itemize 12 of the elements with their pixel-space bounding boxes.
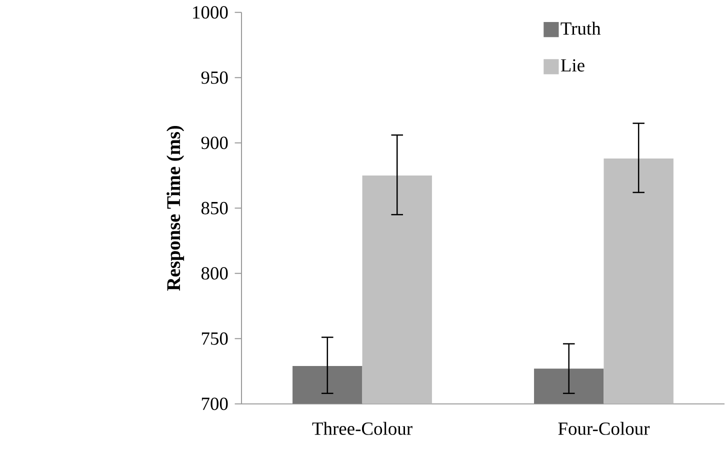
y-tick-label: 800	[201, 266, 228, 280]
legend-label: Lie	[560, 59, 584, 72]
y-tick-label: 700	[202, 397, 228, 410]
y-tick-label: 950	[201, 71, 228, 84]
y-tick-label: 750	[202, 332, 228, 345]
y-axis-title: Response Time (ms)	[166, 126, 184, 291]
y-tick-label: 850	[201, 202, 228, 214]
legend-label: Truth	[560, 22, 601, 35]
x-tick-label: Three-Colour	[312, 422, 412, 435]
y-tick-label: 900	[201, 136, 228, 149]
y-tick-label: 1000	[193, 6, 228, 18]
x-tick-label: Four-Colour	[558, 422, 650, 435]
